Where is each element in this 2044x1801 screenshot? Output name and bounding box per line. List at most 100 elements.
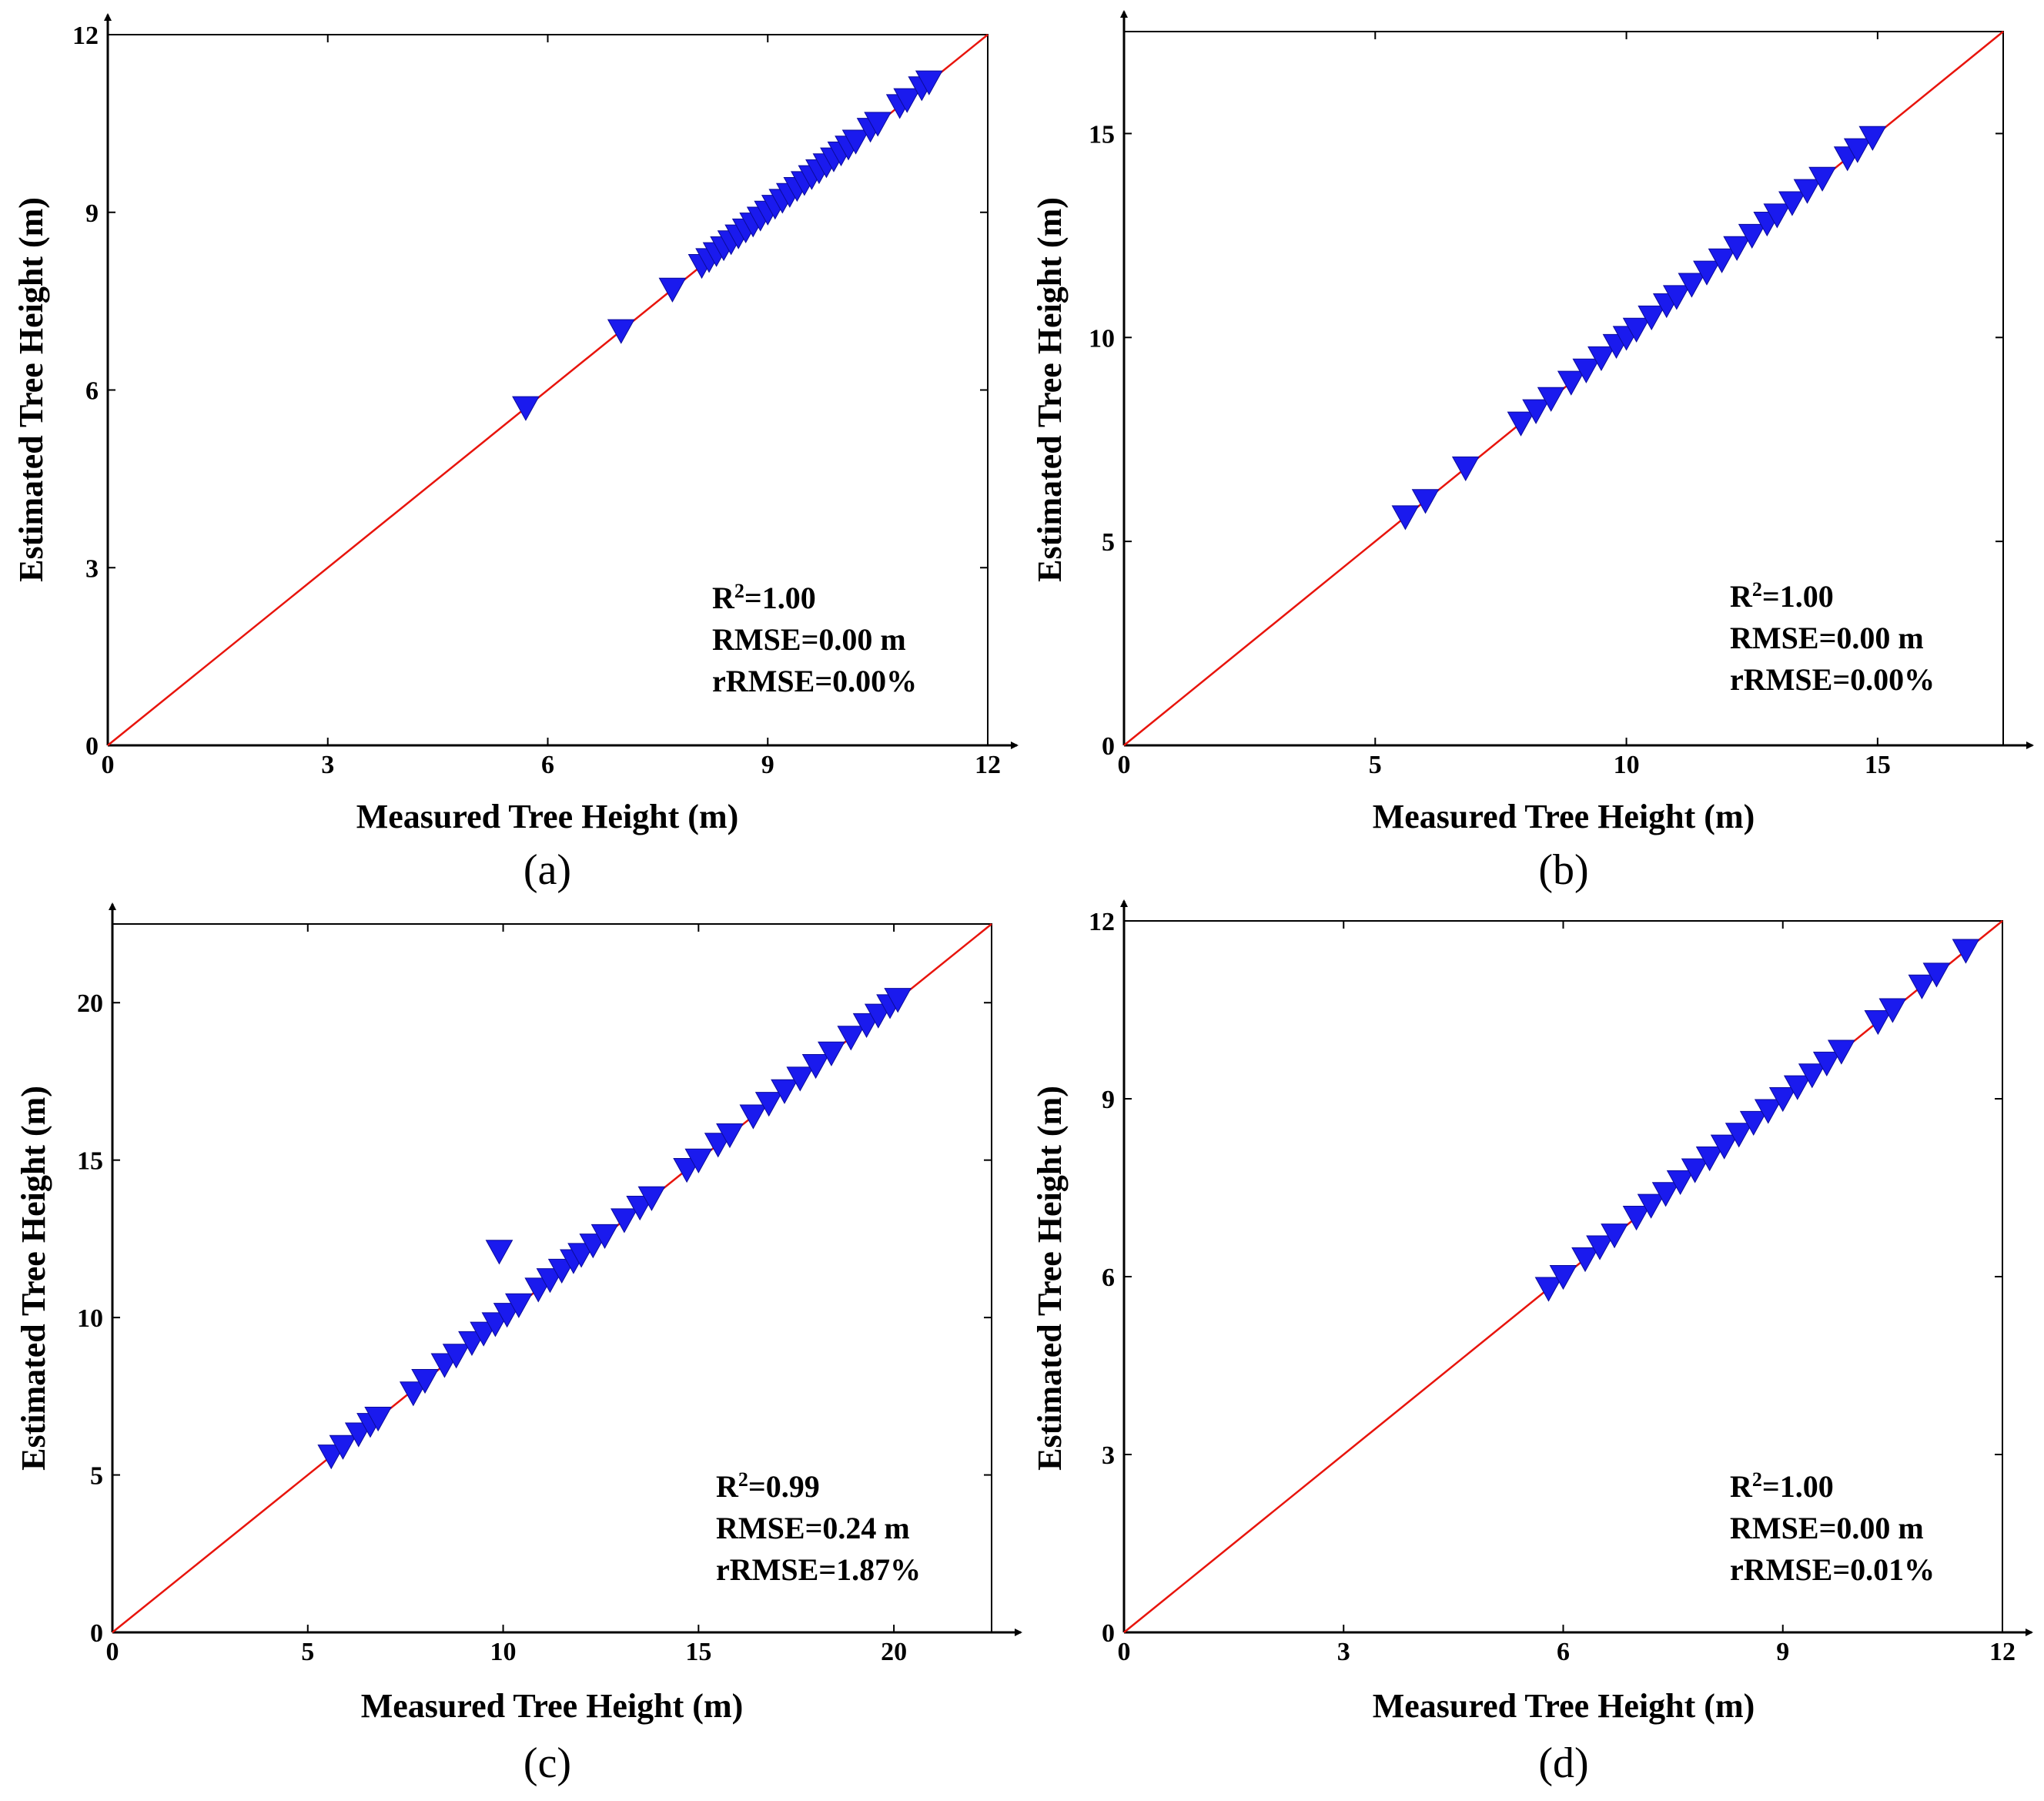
data-point — [1638, 305, 1666, 330]
data-point — [1843, 138, 1872, 163]
x-tick-label: 5 — [301, 1638, 314, 1666]
data-point — [1827, 1039, 1855, 1065]
data-point — [626, 1196, 654, 1221]
rrmse-stat-b: rRMSE=0.00% — [1730, 662, 1935, 697]
data-point — [1391, 505, 1420, 531]
y-tick-label: 10 — [77, 1304, 103, 1333]
x-tick-label: 12 — [975, 751, 1001, 779]
data-point — [1534, 1277, 1563, 1302]
data-point — [1738, 223, 1766, 249]
y-axis-title-d: Estimated Tree Height (m) — [1031, 1086, 1069, 1471]
panel-c: 0 5 10 15 20 0 5 10 15 20 Measured Tree Height (m… — [15, 902, 1022, 1787]
marks-c — [112, 923, 992, 1633]
data-point — [1693, 260, 1721, 286]
data-point — [786, 1066, 815, 1092]
x-tick-label: 10 — [490, 1638, 517, 1666]
data-point — [1878, 998, 1907, 1023]
rrmse-stat-c: rRMSE=1.87% — [716, 1552, 921, 1587]
panel-label-d: (d) — [1538, 1739, 1588, 1787]
data-point — [1549, 1265, 1577, 1290]
y-tick-label: 15 — [77, 1147, 103, 1176]
data-point — [1858, 126, 1887, 151]
data-point — [1622, 1206, 1651, 1231]
stats-d: R2=1.00 RMSE=0.00 m rRMSE=0.01% — [1730, 1468, 1935, 1588]
r2-stat-b: R2=1.00 — [1730, 578, 1834, 614]
data-point — [607, 319, 635, 344]
data-point — [1798, 1063, 1826, 1089]
data-point — [1678, 273, 1706, 298]
data-point — [458, 1331, 486, 1357]
data-point — [837, 1026, 865, 1051]
x-tick-label: 10 — [1614, 751, 1640, 779]
x-tick-label: 12 — [1989, 1638, 2016, 1666]
y-tick-label: 15 — [1089, 120, 1115, 149]
data-point — [864, 1003, 892, 1029]
data-point — [505, 1293, 533, 1318]
y-axis-title-a: Estimated Tree Height (m) — [12, 197, 50, 582]
data-point — [1571, 1247, 1599, 1273]
data-point — [485, 1240, 514, 1265]
axes-b: 0 5 10 15 0 5 10 15 — [1089, 10, 2034, 779]
rmse-stat-d: RMSE=0.00 m — [1730, 1511, 1924, 1545]
data-point — [637, 1186, 666, 1211]
x-tick-label: 0 — [102, 751, 115, 779]
data-point — [1666, 1170, 1694, 1195]
data-point — [1778, 191, 1806, 216]
data-point — [704, 1133, 732, 1158]
rrmse-stat-d: rRMSE=0.01% — [1730, 1552, 1935, 1587]
y-tick-label: 12 — [1089, 908, 1115, 936]
y-tick-label: 9 — [1102, 1086, 1115, 1114]
data-point — [329, 1434, 357, 1460]
panel-a: 0 3 6 9 12 0 3 6 9 12 Measured Tree Height (m) Es… — [12, 13, 1019, 894]
data-point — [1754, 1099, 1782, 1124]
data-point — [344, 1422, 373, 1448]
data-point — [430, 1353, 459, 1378]
data-point — [801, 1054, 830, 1080]
data-point — [1812, 1051, 1841, 1076]
data-point — [1586, 1235, 1614, 1260]
panel-label-a: (a) — [524, 846, 571, 894]
data-point — [841, 129, 870, 155]
data-point — [1695, 1147, 1724, 1172]
data-point — [547, 1258, 576, 1284]
data-point — [1572, 358, 1601, 383]
r2-stat-d: R2=1.00 — [1730, 1468, 1834, 1505]
data-point — [915, 70, 943, 95]
y-tick-label: 0 — [1102, 732, 1115, 761]
data-point — [864, 112, 892, 137]
data-point — [658, 277, 687, 303]
data-point — [1710, 1134, 1738, 1160]
data-point — [470, 1321, 498, 1347]
panel-b: 0 5 10 15 0 5 10 15 Measured Tree Height (m) Es… — [1031, 10, 2034, 894]
x-tick-label: 0 — [1118, 751, 1131, 779]
x-tick-label: 6 — [1557, 1638, 1570, 1666]
data-point — [1662, 285, 1691, 310]
y-tick-label: 5 — [90, 1462, 103, 1491]
data-point — [1725, 1123, 1753, 1148]
y-tick-label: 10 — [1089, 324, 1115, 353]
data-point — [1793, 179, 1822, 204]
x-axis-title-d: Measured Tree Height (m) — [1373, 1687, 1755, 1725]
marks-a — [107, 34, 989, 746]
data-point — [611, 1208, 638, 1234]
data-point — [1708, 248, 1736, 273]
y-tick-label: 0 — [1102, 1619, 1115, 1648]
data-point — [1864, 1009, 1892, 1036]
y-tick-label: 3 — [85, 554, 99, 583]
x-tick-label: 3 — [1337, 1638, 1350, 1666]
data-point — [590, 1224, 619, 1249]
data-point — [1763, 203, 1791, 229]
data-point — [771, 1079, 798, 1104]
r2-stat-c: R2=0.99 — [716, 1468, 820, 1505]
x-tick-label: 9 — [1776, 1638, 1789, 1666]
x-tick-label: 0 — [1118, 1638, 1131, 1666]
y-tick-label: 5 — [1102, 528, 1115, 557]
x-tick-label: 15 — [1865, 751, 1891, 779]
rmse-stat-a: RMSE=0.00 m — [712, 622, 906, 657]
data-point — [884, 988, 912, 1013]
data-point — [442, 1344, 470, 1369]
data-point — [1622, 317, 1651, 343]
marks-b — [1123, 31, 2004, 746]
r2-stat-a: R2=1.00 — [712, 580, 816, 616]
